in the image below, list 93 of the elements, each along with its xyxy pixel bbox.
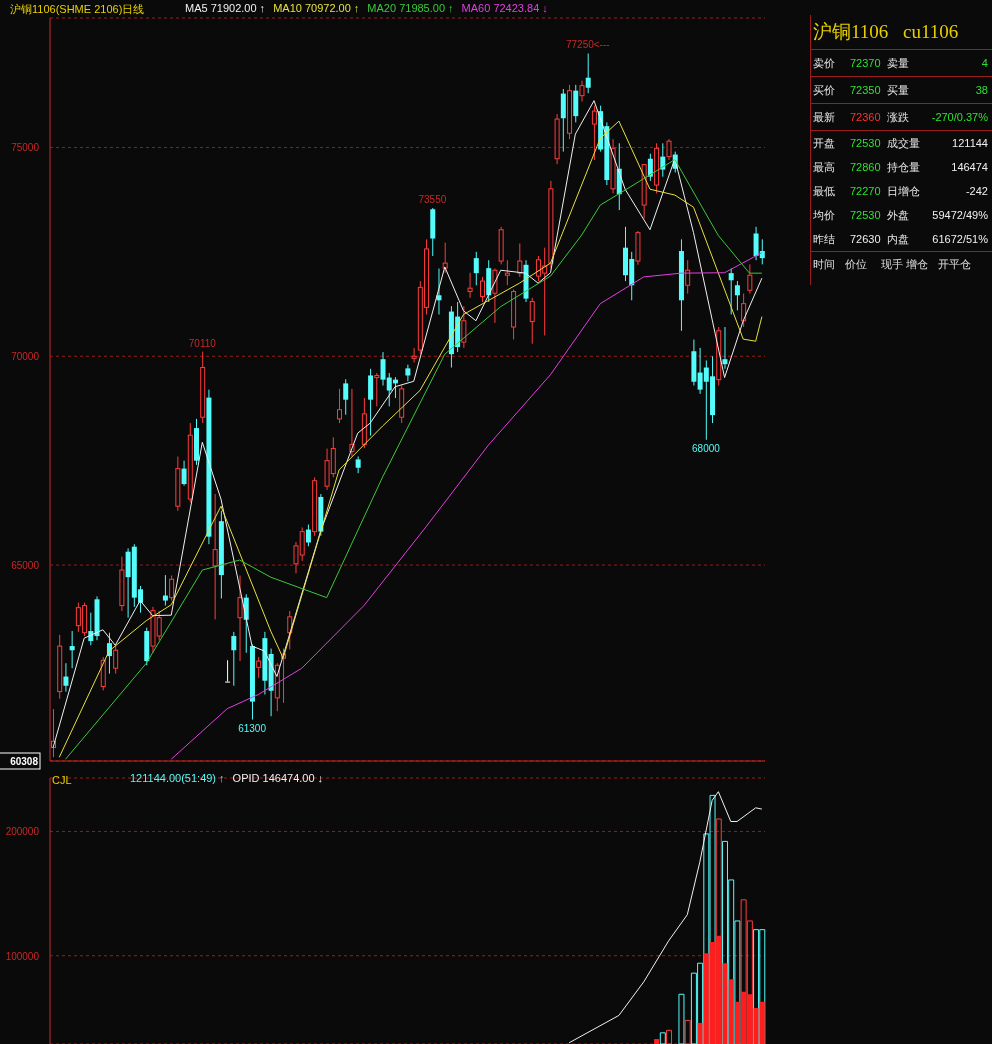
text: MA5 71902.00 ↑ (185, 2, 266, 14)
candlestick (741, 293, 747, 328)
candlestick (722, 326, 728, 370)
text: 昨结 (812, 231, 836, 247)
line-series (568, 791, 763, 1044)
candlestick (231, 631, 237, 687)
annotation: 61300 (238, 722, 267, 734)
text: 61672/51% (931, 233, 989, 245)
text: 121144 (951, 137, 989, 149)
text: 72530 (849, 137, 882, 149)
candlestick (647, 153, 653, 182)
y-tick-label: 65000 (11, 560, 40, 572)
text: 72530 (849, 209, 882, 221)
y-tick-label: 100000 (5, 950, 40, 962)
candlestick (442, 242, 448, 274)
text: MA60 72423.84 ↓ (461, 2, 548, 14)
candlestick (225, 659, 231, 683)
text: 卖量 (885, 55, 910, 71)
text: 时间 (812, 256, 835, 272)
text: 72860 (849, 161, 882, 173)
chart-title: CJL (52, 774, 72, 786)
candlestick (591, 105, 597, 161)
candlestick (411, 347, 417, 364)
text: 外盘 (885, 207, 910, 223)
text: 59472/49% (931, 209, 989, 221)
candlestick (405, 364, 411, 382)
y-tick-label: 60308 (10, 756, 39, 767)
text: 买量 (885, 82, 910, 98)
text: 72370 (849, 57, 882, 69)
candlestick (162, 574, 168, 607)
text: -242 (964, 185, 989, 197)
candlestick (480, 276, 485, 303)
text: 最高 (812, 159, 836, 175)
text: 成交量 (885, 135, 921, 151)
text: 现手 增仓 (880, 256, 929, 272)
candlestick (747, 263, 753, 295)
candlestick (517, 243, 523, 278)
candlestick (69, 630, 75, 669)
text: 内盘 (885, 231, 910, 247)
candlestick (529, 297, 535, 345)
text: 持仓量 (885, 159, 921, 175)
candlestick (63, 662, 69, 693)
candlestick (492, 268, 498, 324)
candlestick (169, 575, 175, 602)
candlestick (467, 272, 473, 299)
y-tick-label: 70000 (11, 351, 40, 363)
candlestick (728, 268, 734, 315)
text: 38 (974, 84, 989, 96)
candlestick (666, 138, 672, 161)
y-tick-label: 200000 (5, 826, 40, 838)
text: -270/0.37% (930, 111, 989, 123)
candlestick (237, 575, 243, 662)
text: 146474 (950, 161, 989, 173)
annotation: 68000 (692, 442, 721, 454)
candlestick (374, 372, 380, 407)
text: 卖价 (812, 55, 836, 71)
text: MA10 70972.00 ↑ (273, 2, 360, 14)
text: 均价 (812, 207, 836, 223)
chart-title: 沪铜1106(SHME 2106)日线 (10, 2, 145, 17)
candlestick (337, 388, 342, 424)
text: MA20 71985.00 ↑ (367, 2, 454, 14)
text: 最新 (812, 109, 836, 125)
candlestick (181, 460, 187, 487)
candlestick (473, 251, 479, 286)
text: 72630 (849, 233, 882, 245)
text: 72350 (849, 84, 882, 96)
y-tick-label: 75000 (11, 142, 40, 154)
text: 72360 (849, 111, 882, 123)
candlestick (585, 53, 591, 94)
annotation: 77250<--- (565, 39, 610, 51)
text: 开盘 (812, 135, 836, 151)
text: 买价 (812, 82, 836, 98)
text: 121144.00(51:49) ↑ (130, 772, 225, 784)
candlestick (212, 493, 218, 620)
text: 72270 (849, 185, 882, 197)
text: 涨跌 (885, 109, 910, 125)
candlestick (343, 378, 349, 416)
text: OPID 146474.00 ↓ (232, 772, 324, 784)
candlestick (461, 305, 467, 349)
text: 最低 (812, 183, 836, 199)
candlestick (579, 80, 585, 103)
candlestick (504, 259, 510, 286)
text: 价位 (844, 256, 868, 272)
candlestick (256, 656, 262, 679)
text: 4 (980, 57, 989, 69)
text: 沪铜1106 cu1106 (811, 15, 992, 50)
candlestick (734, 280, 740, 311)
annotation: 73550 (418, 194, 447, 206)
text: 日增仓 (885, 183, 921, 199)
annotation: 70110 (188, 337, 217, 349)
candlestick (305, 524, 311, 547)
text: 开平仓 (937, 256, 973, 272)
line-series (170, 252, 763, 760)
